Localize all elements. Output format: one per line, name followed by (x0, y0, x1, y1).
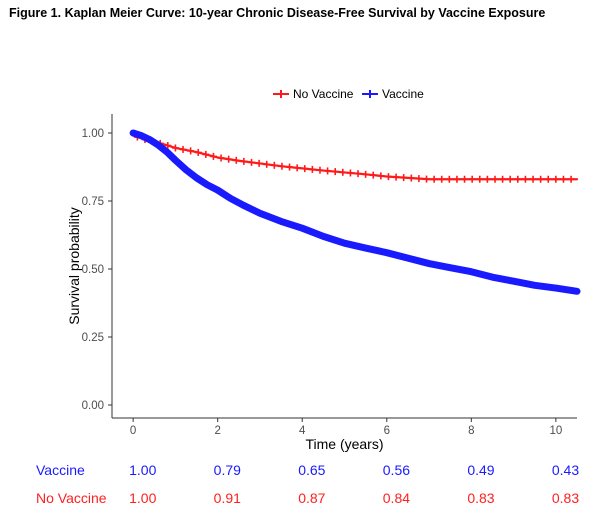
legend-label: Vaccine (382, 87, 424, 101)
risk-row-label: No Vaccine (36, 490, 107, 506)
risk-value: 0.56 (382, 462, 411, 478)
x-tick-label: 8 (468, 425, 474, 437)
risk-value: 0.83 (551, 490, 580, 506)
y-tick-label: 0.25 (82, 332, 104, 344)
x-tick-label: 2 (214, 425, 220, 437)
y-tick-label: 0.00 (82, 400, 104, 412)
x-tick-label: 0 (130, 425, 136, 437)
risk-row-vaccine: Vaccine 1.00 0.79 0.65 0.56 0.49 0.43 (0, 462, 597, 482)
y-axis-label: Survival probability (66, 207, 82, 325)
legend-label: No Vaccine (293, 87, 354, 101)
axes: 0.00 0.25 0.50 0.75 1.00 0 2 4 6 8 10 Time (years) S… (66, 114, 577, 452)
y-tick-label: 1.00 (82, 128, 104, 140)
risk-row-no-vaccine: No Vaccine 1.00 0.91 0.87 0.84 0.83 0.83 (0, 490, 597, 510)
risk-value: 0.83 (467, 490, 495, 506)
x-tick-label: 4 (299, 425, 306, 437)
series-line-no-vaccine (132, 131, 579, 181)
risk-value: 1.00 (129, 490, 157, 506)
risk-row-label: Vaccine (36, 462, 85, 478)
legend-item-vaccine: Vaccine (362, 87, 424, 101)
series-line-vaccine (129, 129, 581, 295)
y-tick-label: 0.75 (82, 196, 104, 208)
x-tick-label: 6 (384, 425, 390, 437)
risk-value: 0.91 (213, 490, 241, 506)
risk-value: 0.87 (298, 490, 326, 506)
legend: No Vaccine Vaccine (273, 87, 424, 101)
risk-value: 0.79 (213, 462, 241, 478)
km-chart: No Vaccine Vaccine 0.00 0.25 0.50 0.75 1.00 0 2… (66, 87, 581, 452)
risk-value: 1.00 (129, 462, 157, 478)
plot-area (129, 129, 581, 295)
risk-value: 0.65 (298, 462, 326, 478)
y-tick-label: 0.50 (82, 264, 104, 276)
risk-value: 0.84 (382, 490, 411, 506)
x-axis-label: Time (years) (305, 436, 383, 452)
censor-marks-no-vaccine (133, 133, 575, 183)
risk-value: 0.43 (551, 462, 580, 478)
legend-item-no-vaccine: No Vaccine (273, 87, 354, 101)
risk-value: 0.49 (467, 462, 495, 478)
x-tick-label: 10 (549, 425, 562, 437)
figure-title: Figure 1. Kaplan Meier Curve: 10-year Ch… (9, 6, 546, 20)
